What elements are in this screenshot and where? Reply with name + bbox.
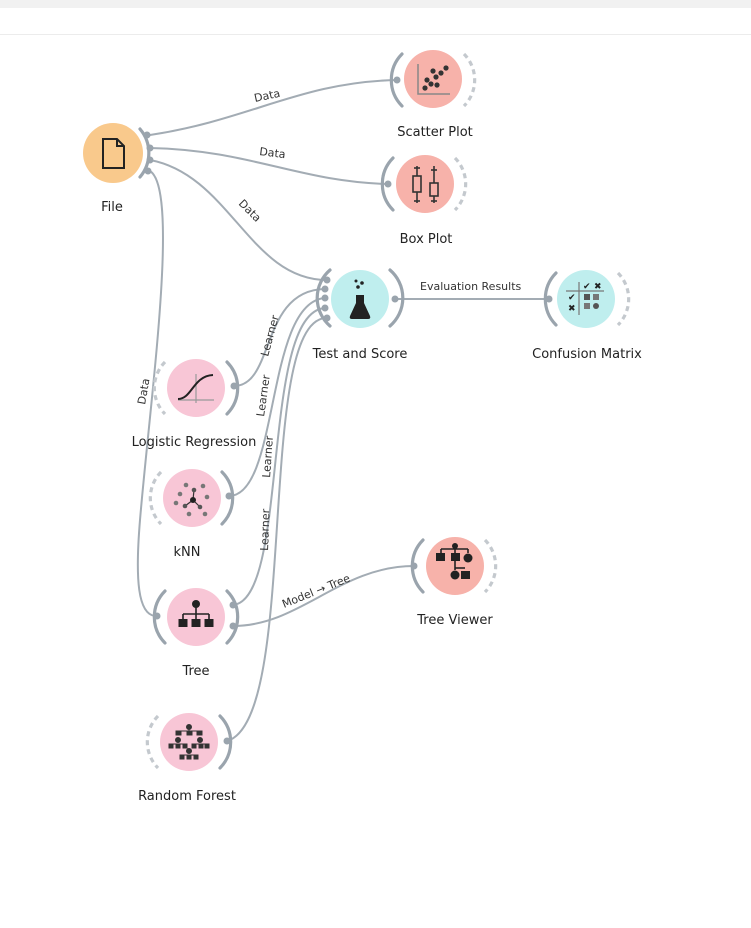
node-scatter-plot[interactable]: Scatter Plot bbox=[389, 50, 477, 140]
links-layer bbox=[136, 79, 549, 742]
link-label-file-scatter: Data bbox=[253, 87, 281, 105]
node-label-file: File bbox=[101, 200, 123, 215]
node-file[interactable]: File bbox=[83, 123, 151, 215]
node-test-and-score[interactable]: Test and Score bbox=[312, 268, 408, 362]
link-file-test[interactable] bbox=[149, 159, 328, 281]
link-label-test-confusion: Evaluation Results bbox=[420, 280, 522, 293]
box-plot-node-circle[interactable] bbox=[396, 155, 454, 213]
svg-text:✔: ✔ bbox=[568, 293, 576, 303]
node-label-test-and-score: Test and Score bbox=[312, 347, 408, 362]
link-file-box[interactable] bbox=[149, 147, 389, 185]
node-label-box-plot: Box Plot bbox=[400, 232, 453, 247]
box-plot-icon bbox=[412, 166, 439, 203]
top-toolbar-strip bbox=[0, 0, 751, 8]
link-tree-treeviewer[interactable] bbox=[232, 565, 415, 627]
node-tree-viewer[interactable]: Tree Viewer bbox=[410, 537, 498, 628]
link-file-tree[interactable] bbox=[136, 170, 164, 617]
link-label-file-tree: Data bbox=[135, 377, 152, 405]
link-label-lr-test: Learner bbox=[258, 313, 282, 357]
node-label-logistic-regression: Logistic Regression bbox=[132, 435, 257, 450]
link-tree-test[interactable] bbox=[232, 307, 326, 606]
tree-icon bbox=[178, 600, 214, 627]
link-lr-test[interactable] bbox=[233, 288, 326, 387]
node-label-tree: Tree bbox=[181, 664, 209, 679]
node-logistic-regression[interactable]: Logistic Regression bbox=[132, 359, 257, 450]
link-knn-test[interactable] bbox=[228, 297, 326, 497]
node-random-forest[interactable]: Random Forest bbox=[138, 713, 236, 804]
node-knn[interactable]: kNN bbox=[148, 469, 235, 560]
link-label-tree-test: Learner bbox=[260, 435, 276, 478]
node-box-plot[interactable]: Box Plot bbox=[380, 155, 468, 247]
random-forest-node-circle[interactable] bbox=[160, 713, 218, 771]
link-label-file-box: Data bbox=[259, 145, 287, 161]
sigmoid-icon bbox=[177, 374, 214, 403]
file-node-circle[interactable] bbox=[83, 123, 143, 183]
link-label-tree-viewer: Model → Tree bbox=[280, 572, 352, 611]
flask-icon bbox=[349, 279, 371, 319]
link-label-file-test: Data bbox=[236, 197, 264, 225]
node-label-scatter-plot: Scatter Plot bbox=[397, 125, 473, 140]
link-file-scatter[interactable] bbox=[149, 79, 398, 136]
link-rf-test[interactable] bbox=[226, 317, 326, 742]
svg-text:✔: ✔ bbox=[583, 282, 591, 292]
node-label-random-forest: Random Forest bbox=[138, 789, 236, 804]
node-confusion-matrix[interactable]: ✔ ✖ ✔ ✖ Confusion Matrix bbox=[532, 270, 642, 362]
scatter-plot-icon bbox=[417, 64, 450, 95]
tree-viewer-icon bbox=[436, 543, 473, 580]
document-icon bbox=[102, 138, 125, 169]
node-label-tree-viewer: Tree Viewer bbox=[416, 613, 493, 628]
link-label-knn-test: Learner bbox=[254, 374, 273, 418]
knn-icon bbox=[173, 482, 210, 517]
node-label-knn: kNN bbox=[174, 545, 201, 560]
node-tree[interactable]: Tree bbox=[152, 588, 240, 679]
svg-text:✖: ✖ bbox=[568, 304, 576, 314]
node-label-confusion-matrix: Confusion Matrix bbox=[532, 347, 642, 362]
svg-text:✖: ✖ bbox=[594, 282, 602, 292]
matrix-icon: ✔ ✖ ✔ ✖ bbox=[566, 282, 604, 315]
scatter-plot-node-circle[interactable] bbox=[404, 50, 462, 108]
forest-icon bbox=[168, 724, 210, 760]
link-label-rf-test: Learner bbox=[258, 508, 272, 551]
top-divider bbox=[0, 34, 751, 35]
